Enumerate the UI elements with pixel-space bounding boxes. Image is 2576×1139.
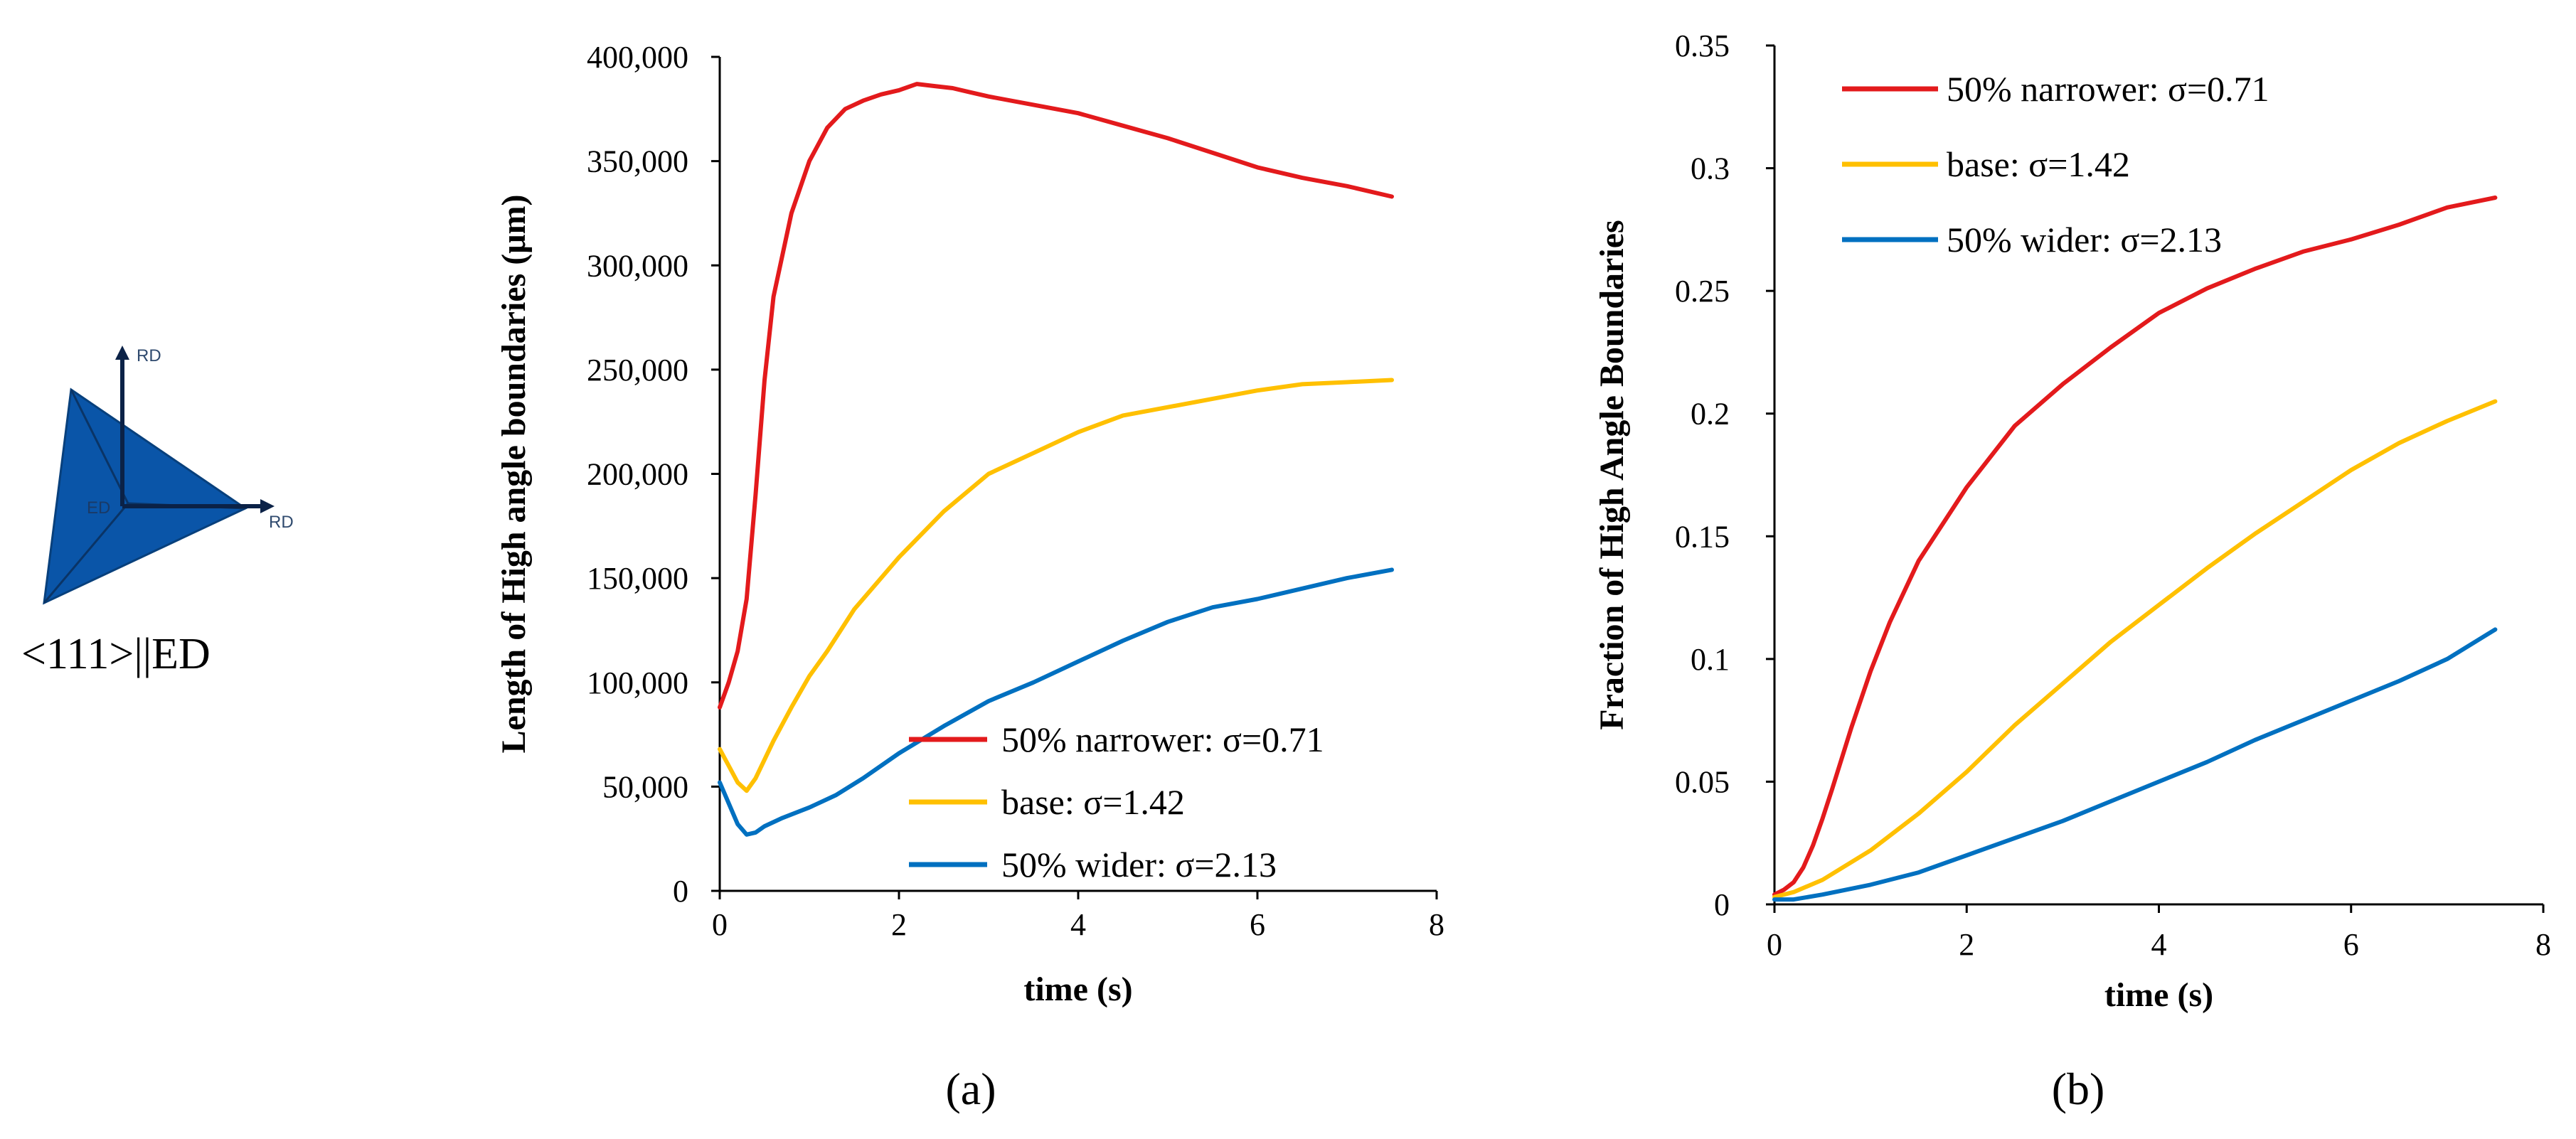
x-tick-label: 8 xyxy=(2535,927,2551,962)
rd-label-right: RD xyxy=(269,513,294,532)
y-tick-label: 0.25 xyxy=(1675,274,1730,309)
ed-label: ED xyxy=(87,498,110,518)
crystal-triangle xyxy=(43,387,248,605)
rd-label-top: RD xyxy=(137,346,161,365)
y-tick-label: 0 xyxy=(673,874,688,909)
x-tick-label: 0 xyxy=(1767,927,1782,962)
y-tick-label: 0.2 xyxy=(1691,397,1730,432)
y-tick-label: 200,000 xyxy=(587,457,688,492)
series-line-2 xyxy=(1772,399,2498,899)
chart-b: 0 0.05 0.1 0.15 0.2 0.25 0.3 0.35 0 2 4 6 8 time (s) F… xyxy=(1593,28,2551,1114)
y-tick-label: 0.1 xyxy=(1691,642,1730,677)
x-tick-label: 4 xyxy=(2151,927,2167,962)
x-tick-label: 2 xyxy=(1959,927,1974,962)
chart-a: 0 50,000 100,000 150,000 200,000 250,000 300,0… xyxy=(495,40,1444,1114)
legend-label-1: 50% narrower: σ=0.71 xyxy=(1947,69,2269,109)
series-line-1 xyxy=(718,82,1394,710)
x-tick-label: 6 xyxy=(1250,907,1265,942)
arrow-up-head-icon xyxy=(115,346,129,360)
x-tick-label: 2 xyxy=(891,907,907,942)
panel-caption: (b) xyxy=(2052,1064,2105,1114)
series-line-3 xyxy=(1772,627,2498,902)
legend-label-2: base: σ=1.42 xyxy=(1947,144,2130,184)
triangle-edge-1 xyxy=(70,389,129,504)
y-tick-label: 100,000 xyxy=(587,665,688,700)
y-tick-label: 350,000 xyxy=(587,144,688,179)
series-line-2 xyxy=(718,378,1394,793)
triangle-edge-2 xyxy=(43,503,129,604)
x-tick-label: 4 xyxy=(1070,907,1086,942)
legend-label-1: 50% narrower: σ=0.71 xyxy=(1001,720,1324,759)
y-tick-label: 50,000 xyxy=(602,769,688,804)
legend-label-3: 50% wider: σ=2.13 xyxy=(1947,220,2222,260)
legend-label-3: 50% wider: σ=2.13 xyxy=(1001,845,1277,884)
y-tick-label: 300,000 xyxy=(587,248,688,283)
orientation-inset: RD RD ED <111>||ED xyxy=(21,346,294,678)
x-axis-title: time (s) xyxy=(2104,976,2213,1014)
x-tick-label: 6 xyxy=(2343,927,2359,962)
x-tick-label: 0 xyxy=(712,907,728,942)
y-tick-label: 250,000 xyxy=(587,353,688,387)
y-axis-title: Fraction of High Angle Boundaries xyxy=(1593,220,1631,729)
y-tick-label: 0.05 xyxy=(1675,764,1730,799)
y-tick-label: 400,000 xyxy=(587,40,688,75)
y-axis-title: Length of High angle boundaries (μm) xyxy=(495,195,533,754)
y-tick-label: 150,000 xyxy=(587,561,688,596)
legend-label-2: base: σ=1.42 xyxy=(1001,782,1185,822)
x-tick-label: 8 xyxy=(1429,907,1444,942)
series-line-1 xyxy=(1772,196,2498,897)
y-tick-label: 0.35 xyxy=(1675,28,1730,63)
y-tick-label: 0.3 xyxy=(1691,151,1730,186)
y-tick-label: 0 xyxy=(1714,887,1730,922)
orientation-label: <111>||ED xyxy=(21,630,211,678)
y-tick-label: 0.15 xyxy=(1675,519,1730,554)
arrow-right-head-icon xyxy=(260,499,275,513)
x-axis-title: time (s) xyxy=(1023,970,1132,1008)
panel-caption: (a) xyxy=(945,1064,996,1114)
